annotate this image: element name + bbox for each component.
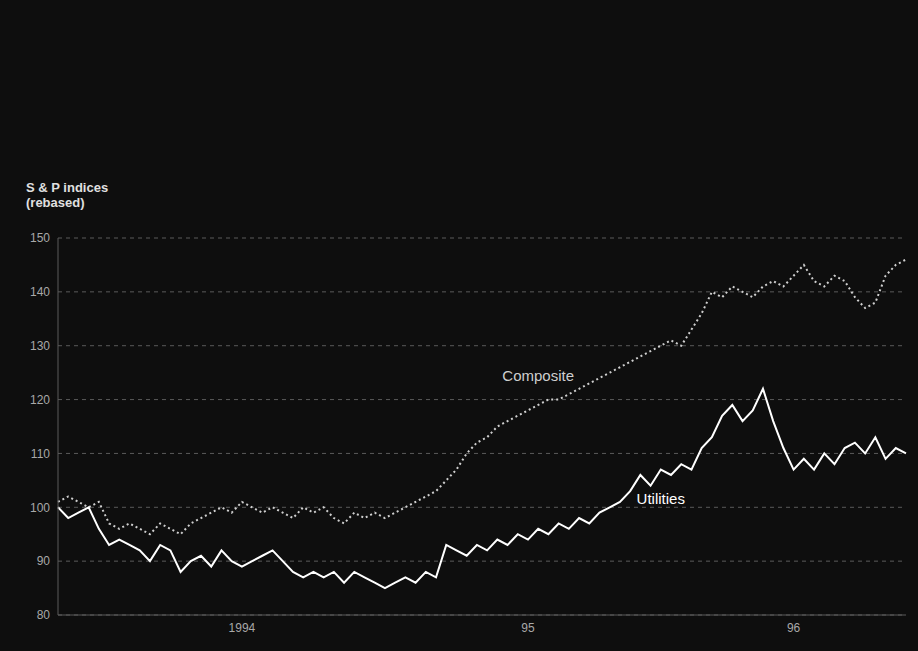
svg-text:140: 140 <box>30 285 50 299</box>
svg-text:90: 90 <box>37 554 51 568</box>
svg-text:Composite: Composite <box>502 367 574 384</box>
svg-text:120: 120 <box>30 393 50 407</box>
svg-text:130: 130 <box>30 339 50 353</box>
svg-text:95: 95 <box>521 621 535 635</box>
html-text:S & P indices (rebased): S & P indices (rebased) <box>26 180 109 210</box>
svg-text:80: 80 <box>37 608 51 622</box>
svg-text:100: 100 <box>30 501 50 515</box>
svg-text:96: 96 <box>787 621 801 635</box>
svg-text:150: 150 <box>30 231 50 245</box>
svg-text:Utilities: Utilities <box>637 490 685 507</box>
svg-text:110: 110 <box>31 447 50 461</box>
svg-text:1994: 1994 <box>229 621 256 635</box>
